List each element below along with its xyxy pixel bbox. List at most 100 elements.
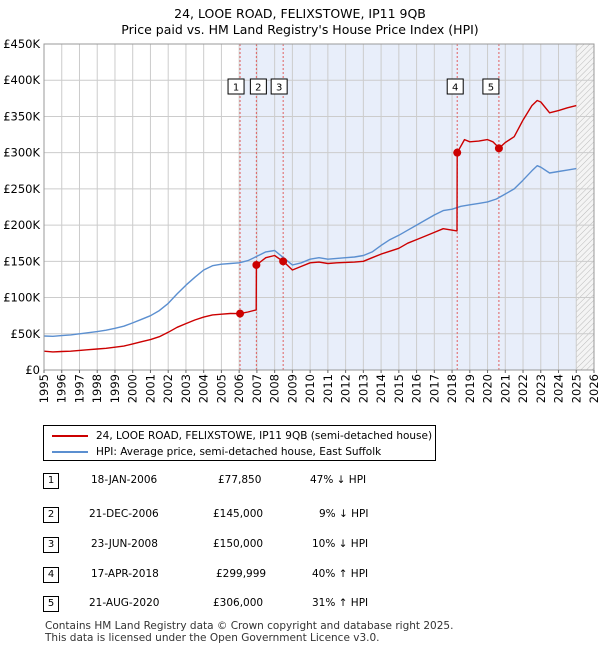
y-tick-label: £200K — [3, 218, 40, 232]
y-tick-label: £0 — [25, 363, 40, 377]
x-tick-label: 2004 — [197, 374, 211, 403]
x-tick-label: 2026 — [587, 374, 600, 403]
y-tick-label: £150K — [3, 254, 40, 268]
sale-point — [236, 309, 245, 318]
legend-entry-property: 24, LOOE ROAD, FELIXSTOWE, IP11 9QB (sem… — [52, 428, 432, 444]
y-tick-label: £350K — [3, 109, 40, 123]
y-tick-label: £450K — [3, 37, 40, 51]
x-tick-label: 2014 — [374, 374, 388, 403]
sale-marker-label: 4 — [446, 78, 464, 95]
x-tick-label: 2001 — [143, 374, 157, 403]
transaction-price: £306,000 — [213, 597, 264, 609]
transaction-hpi-diff: 47% ↓ HPI — [310, 474, 367, 486]
x-tick-label: 2008 — [268, 374, 282, 403]
x-tick-label: 2022 — [516, 374, 530, 403]
table-row: 5 21-AUG-2020 £306,000 31% ↑ HPI — [43, 596, 443, 612]
transaction-date: 23-JUN-2008 — [91, 538, 158, 550]
x-tick-label: 2009 — [285, 374, 299, 403]
sale-marker-box — [446, 78, 464, 95]
sale-marker-box — [249, 78, 267, 95]
y-tick-label: £400K — [3, 73, 40, 87]
sale-marker-label: 3 — [270, 78, 288, 95]
forecast-hatched-region — [576, 44, 594, 370]
x-tick-label: 2017 — [427, 374, 441, 403]
sale-marker-number: 1 — [233, 83, 239, 94]
sale-marker-number: 3 — [276, 83, 282, 94]
x-tick-label: 2025 — [569, 374, 583, 403]
sale-point — [279, 257, 288, 266]
x-tick-label: 2023 — [534, 374, 548, 403]
x-tick-label: 2007 — [250, 374, 264, 403]
x-tick-label: 2000 — [126, 374, 140, 403]
transaction-number-badge: 4 — [43, 567, 59, 583]
x-tick-label: 2003 — [179, 374, 193, 403]
sale-marker-label: 5 — [482, 78, 500, 95]
x-tick-label: 2005 — [214, 374, 228, 403]
x-tick-label: 2006 — [232, 374, 246, 403]
y-tick-label: £250K — [3, 182, 40, 196]
legend-label-hpi: HPI: Average price, semi-detached house,… — [96, 446, 382, 458]
table-row: 3 23-JUN-2008 £150,000 10% ↓ HPI — [43, 537, 443, 553]
x-tick-label: 2024 — [552, 374, 566, 403]
table-row: 4 17-APR-2018 £299,999 40% ↑ HPI — [43, 567, 443, 583]
chart-legend: 24, LOOE ROAD, FELIXSTOWE, IP11 9QB (sem… — [43, 425, 436, 461]
transaction-number-badge: 5 — [43, 596, 59, 612]
x-tick-label: 2010 — [303, 374, 317, 403]
x-tick-label: 2013 — [356, 374, 370, 403]
x-tick-label: 1995 — [37, 374, 51, 403]
shaded-region — [240, 44, 577, 370]
transaction-date: 21-AUG-2020 — [89, 597, 160, 609]
sale-point — [453, 148, 462, 157]
y-tick-label: £300K — [3, 146, 40, 160]
transaction-number-badge: 3 — [43, 537, 59, 553]
transaction-hpi-diff: 40% ↑ HPI — [312, 568, 369, 580]
sale-marker-box — [270, 78, 288, 95]
table-row: 2 21-DEC-2006 £145,000 9% ↓ HPI — [43, 507, 443, 523]
x-tick-label: 2018 — [445, 374, 459, 403]
x-tick-label: 2015 — [392, 374, 406, 403]
x-tick-label: 1997 — [72, 374, 86, 403]
sale-point — [494, 144, 503, 153]
price-chart: 1 2 3 4 5 £0 £50K £100K £150K £200K £250K £300K £350… — [3, 37, 600, 403]
sale-marker-number: 2 — [255, 83, 261, 94]
transaction-price: £145,000 — [213, 508, 264, 520]
transaction-number-badge: 1 — [43, 473, 59, 489]
transaction-number-badge: 2 — [43, 507, 59, 523]
legend-entry-hpi: HPI: Average price, semi-detached house,… — [52, 444, 381, 460]
footer-licence: This data is licensed under the Open Gov… — [45, 632, 380, 644]
y-tick-label: £100K — [3, 291, 40, 305]
table-row: 1 18-JAN-2006 £77,850 47% ↓ HPI — [43, 473, 443, 489]
sale-marker-number: 5 — [488, 83, 494, 94]
transaction-date: 18-JAN-2006 — [91, 474, 158, 486]
x-tick-label: 1998 — [90, 374, 104, 403]
x-tick-label: 2012 — [339, 374, 353, 403]
transaction-date: 21-DEC-2006 — [89, 508, 159, 520]
transaction-hpi-diff: 10% ↓ HPI — [312, 538, 369, 550]
transaction-price: £150,000 — [213, 538, 264, 550]
transaction-price: £299,999 — [216, 568, 267, 580]
legend-label-property: 24, LOOE ROAD, FELIXSTOWE, IP11 9QB (sem… — [96, 430, 433, 442]
legend-swatch-hpi — [52, 451, 88, 453]
sale-point — [252, 260, 261, 269]
x-tick-label: 2020 — [481, 374, 495, 403]
x-tick-label: 2019 — [463, 374, 477, 403]
sale-marker-box — [482, 78, 500, 95]
footer-copyright: Contains HM Land Registry data © Crown c… — [45, 620, 454, 632]
transaction-hpi-diff: 9% ↓ HPI — [319, 508, 369, 520]
x-tick-label: 2002 — [161, 374, 175, 403]
x-tick-label: 1999 — [108, 374, 122, 403]
transaction-hpi-diff: 31% ↑ HPI — [312, 597, 369, 609]
y-tick-label: £50K — [11, 327, 41, 341]
chart-subtitle: Price paid vs. HM Land Registry's House … — [121, 22, 479, 37]
transaction-price: £77,850 — [218, 474, 262, 486]
hpi-line — [44, 165, 577, 337]
x-tick-label: 2011 — [321, 374, 335, 403]
sale-marker-number: 4 — [452, 83, 458, 94]
x-tick-label: 1996 — [55, 374, 69, 403]
legend-swatch-property — [52, 435, 88, 437]
chart-title: 24, LOOE ROAD, FELIXSTOWE, IP11 9QB — [174, 6, 426, 21]
x-tick-label: 2016 — [410, 374, 424, 403]
sale-marker-box — [227, 78, 245, 95]
sale-marker-label: 2 — [249, 78, 267, 95]
transaction-date: 17-APR-2018 — [91, 568, 159, 580]
